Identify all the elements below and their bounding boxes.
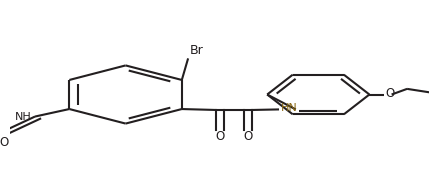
Text: O: O [215, 130, 224, 143]
Text: O: O [386, 88, 395, 100]
Text: O: O [0, 136, 9, 149]
Text: O: O [244, 130, 253, 143]
Text: HN: HN [281, 103, 298, 113]
Text: NH: NH [15, 112, 32, 122]
Text: Br: Br [189, 44, 203, 57]
